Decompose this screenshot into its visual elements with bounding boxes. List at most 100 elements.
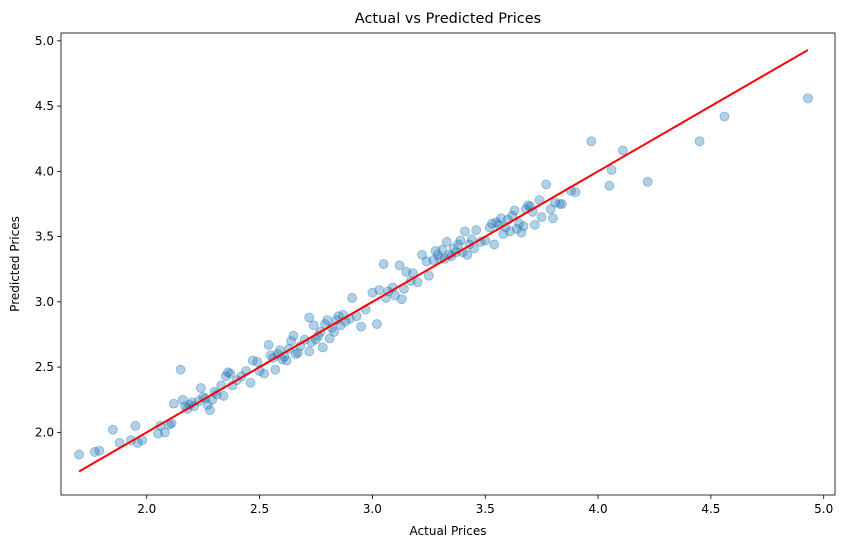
data-point (108, 424, 118, 435)
data-point (308, 320, 319, 331)
data-point (586, 136, 597, 147)
x-tick-label: 4.5 (701, 502, 720, 516)
data-point (509, 205, 520, 216)
y-tick-label: 2.5 (35, 360, 54, 374)
data-point (430, 246, 441, 256)
data-point (554, 199, 565, 209)
data-point (202, 400, 213, 410)
data-point (196, 383, 206, 393)
data-point (401, 266, 412, 277)
data-point (505, 226, 515, 237)
chart-title: Actual vs Predicted Prices (355, 11, 541, 27)
data-point (367, 287, 378, 298)
data-point (518, 221, 529, 232)
data-point (423, 270, 434, 281)
data-point (177, 394, 188, 405)
data-point (168, 398, 179, 409)
data-point (394, 260, 405, 271)
data-point (175, 364, 186, 375)
x-tick-label: 2.5 (250, 502, 269, 516)
data-point (205, 405, 215, 416)
data-point (374, 285, 385, 296)
data-point (417, 249, 427, 260)
data-point (293, 347, 303, 358)
data-point (570, 187, 581, 198)
data-point (491, 217, 502, 228)
data-point (516, 227, 527, 238)
data-point (290, 349, 301, 359)
data-point (496, 213, 506, 224)
data-point (259, 368, 269, 379)
data-point (437, 244, 448, 255)
y-tick-label: 2.0 (35, 425, 54, 439)
data-point (372, 319, 382, 329)
data-point (324, 333, 335, 344)
data-point (220, 371, 231, 382)
data-point (247, 355, 258, 366)
data-point (288, 330, 299, 341)
data-point (159, 427, 170, 438)
data-point (694, 136, 705, 147)
data-point (432, 249, 443, 260)
scatter-points (74, 93, 813, 460)
data-point (74, 449, 84, 460)
data-point (428, 255, 439, 265)
data-point (130, 420, 141, 431)
data-point (541, 179, 552, 190)
data-point (245, 377, 256, 388)
data-point (347, 293, 357, 303)
data-point (514, 218, 524, 229)
data-point (225, 368, 236, 379)
data-point (263, 340, 274, 350)
reference-line (78, 49, 809, 473)
data-point (455, 235, 466, 246)
data-point (281, 355, 292, 366)
data-point (719, 111, 730, 122)
data-point (604, 180, 615, 191)
data-point (390, 290, 400, 301)
data-point (489, 239, 500, 250)
x-tick-label: 2.0 (137, 502, 156, 516)
data-point (317, 342, 328, 353)
data-point (421, 256, 432, 267)
data-point (378, 259, 389, 269)
data-point (286, 336, 297, 346)
data-point (803, 93, 813, 104)
data-point (557, 199, 567, 209)
x-tick-label: 5.0 (814, 502, 833, 516)
data-point (487, 218, 497, 229)
y-axis-ticks: 2.0 2.5 3.0 3.5 4.0 4.5 5.0 (35, 34, 61, 439)
data-point (396, 294, 407, 305)
data-point (223, 367, 233, 378)
data-point (453, 239, 464, 250)
y-tick-label: 3.5 (35, 230, 54, 244)
data-point (448, 243, 459, 254)
x-tick-label: 4.0 (589, 502, 608, 516)
y-tick-label: 4.0 (35, 164, 54, 178)
data-point (606, 165, 617, 175)
data-point (304, 312, 315, 323)
x-axis-label: Actual Prices (410, 524, 487, 538)
data-point (462, 249, 473, 260)
x-tick-label: 3.5 (476, 502, 495, 516)
data-point (529, 219, 540, 230)
data-point (471, 225, 482, 235)
data-point (511, 223, 522, 234)
data-point (545, 204, 556, 215)
data-point (484, 222, 495, 233)
data-point (304, 346, 315, 357)
data-point (523, 200, 534, 211)
data-point (89, 447, 100, 457)
data-point (441, 236, 452, 247)
data-point (536, 212, 547, 222)
data-point (329, 326, 339, 337)
data-point (218, 390, 229, 401)
data-point (460, 226, 470, 237)
data-point (270, 364, 281, 375)
x-tick-label: 3.0 (363, 502, 382, 516)
data-point (548, 213, 558, 224)
y-tick-label: 3.0 (35, 295, 54, 309)
y-axis-label: Predicted Prices (8, 216, 22, 312)
data-point (642, 176, 653, 187)
